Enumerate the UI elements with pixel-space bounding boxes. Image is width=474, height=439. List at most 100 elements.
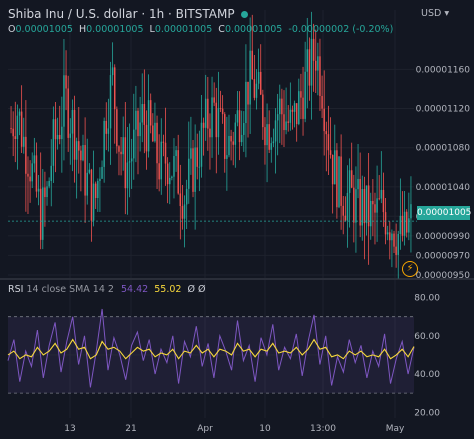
candle-body (355, 189, 357, 223)
candle-body (281, 98, 283, 115)
candle-body (279, 98, 281, 115)
currency-selector[interactable]: USD ▾ (421, 8, 450, 19)
candle-body (221, 108, 224, 115)
rsi-tick-label: 40.00 (414, 370, 440, 380)
candle-body (31, 163, 33, 182)
candle-body (86, 172, 88, 196)
candle-body (361, 189, 364, 226)
candle-body (357, 178, 359, 190)
candle-body (27, 173, 29, 177)
price-tick-label: 0.00001040 (416, 183, 471, 193)
candle-body (228, 135, 230, 156)
candle-body (67, 88, 69, 138)
candle-body (293, 103, 296, 112)
candle-body (39, 188, 42, 240)
candle-body (270, 143, 273, 150)
candle-body (107, 128, 110, 134)
rsi-line (7, 308, 415, 388)
candle-body (389, 232, 391, 241)
candle-body (42, 187, 44, 240)
ohlc-value: 0.00001005 (224, 24, 283, 35)
candle-body (224, 114, 226, 159)
candle-body (219, 108, 222, 109)
candle-body (124, 137, 127, 189)
candle-body (135, 110, 137, 130)
candle-body (353, 187, 355, 223)
candle-body (84, 145, 86, 196)
candle-body (12, 128, 14, 137)
candle-body (118, 146, 120, 152)
candle-body (247, 81, 249, 105)
candle-body (14, 136, 17, 140)
candle-body (35, 155, 38, 192)
rsi-sma-line (7, 338, 415, 360)
time-axis[interactable]: 13 21 Apr 10 13:00 May (64, 424, 405, 434)
candle-body (154, 122, 156, 142)
symbol-title: Shiba Inu / U.S. dollar · 1h · BITSTAMP (8, 7, 235, 21)
ohlc-value: 0.00001005 (15, 24, 73, 35)
candle-body (397, 233, 399, 255)
candle-body (202, 122, 205, 128)
candle-body (213, 97, 215, 103)
candle-body (105, 120, 108, 134)
candle-body (314, 60, 317, 71)
candle-body (152, 125, 154, 142)
candle-body (143, 104, 146, 125)
ohlc-key: O (8, 24, 16, 35)
last-price-label: 0.00001005 (417, 206, 472, 220)
candle-body (113, 67, 116, 110)
candle-body (374, 204, 376, 213)
candle-body (312, 38, 315, 61)
candle-body (334, 150, 336, 185)
time-tick-label: 10 (259, 424, 271, 434)
candle-body (179, 193, 182, 207)
candle-body (130, 158, 133, 162)
rsi-name: RSI (8, 284, 24, 295)
candle-body (395, 246, 397, 255)
price-tick-label: 0.00000950 (416, 271, 471, 281)
candle-body (401, 215, 404, 236)
candle-body (52, 119, 55, 166)
candle-body (169, 177, 171, 185)
candle-body (156, 122, 158, 164)
time-tick-label: 21 (125, 424, 136, 434)
candle-body (20, 111, 23, 147)
candle-body (18, 111, 21, 116)
candle-body (141, 104, 143, 123)
candle-body (166, 163, 169, 185)
candle-body (92, 183, 95, 221)
candle-body (245, 81, 247, 124)
candle-body (391, 233, 393, 241)
candle-body (308, 49, 311, 86)
ohlc-change: -0.00000002 (-0.20%) (288, 24, 394, 35)
rsi-legend[interactable]: RSI 14 close SMA 14 2 54.42 55.02 Ø Ø (8, 284, 205, 295)
candle-body (177, 150, 179, 194)
candle-body (344, 215, 347, 221)
candle-body (365, 185, 368, 224)
candle-body (321, 96, 323, 109)
candle-body (37, 188, 40, 192)
candle-body (319, 56, 321, 97)
candle-body (295, 103, 298, 125)
ohlc-key: L (149, 24, 155, 35)
candle-body (304, 71, 306, 119)
price-tick-label: 0.00000990 (416, 232, 471, 242)
candle-body (300, 91, 302, 98)
candle-body (283, 114, 285, 131)
candle-body (120, 151, 122, 155)
candle-body (257, 71, 260, 84)
candle-body (196, 147, 198, 167)
candle-body (188, 158, 190, 189)
candle-body (272, 141, 275, 144)
candle-body (183, 204, 186, 219)
candle-body (302, 97, 304, 119)
lightning-icon[interactable]: ⚡ (402, 261, 418, 277)
candle-body (109, 75, 112, 129)
candle-body (285, 121, 287, 131)
candle-body (230, 135, 232, 142)
rsi-axis[interactable]: 80.00 60.00 40.00 20.00 (414, 294, 440, 419)
candle-body (346, 192, 349, 221)
candle-body (48, 180, 50, 187)
candle-body (200, 122, 203, 167)
